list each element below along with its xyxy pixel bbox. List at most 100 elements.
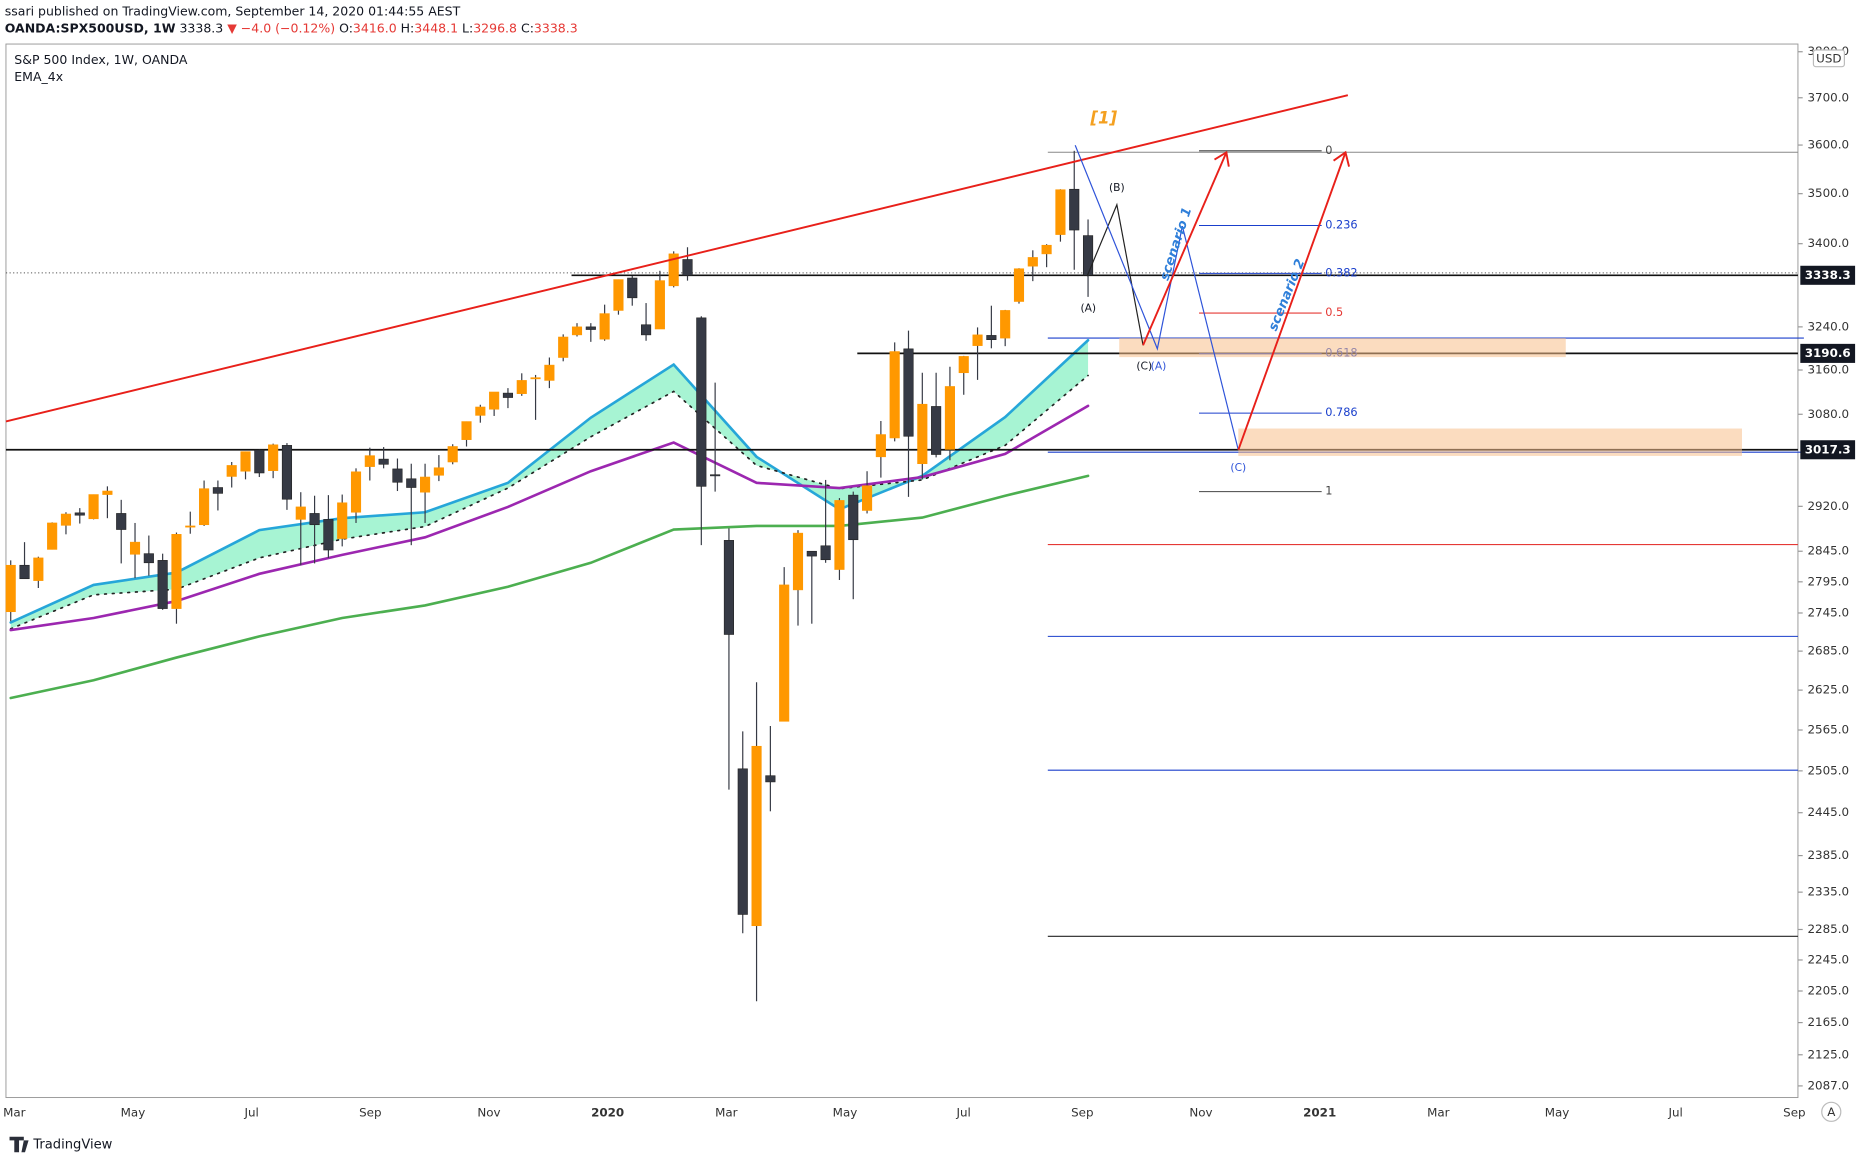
y-tick-label: 2920.0 <box>1807 499 1849 513</box>
candle-body <box>668 253 679 287</box>
y-tick-label: 2285.0 <box>1807 922 1849 936</box>
fib-label: 1 <box>1325 485 1332 498</box>
candle-body <box>779 584 790 722</box>
candle-body <box>737 768 748 915</box>
price-tag-label: 3190.6 <box>1805 346 1851 360</box>
price-tag <box>1800 265 1856 285</box>
currency-box[interactable] <box>1812 49 1845 68</box>
candle-body <box>268 444 279 471</box>
candle-body <box>88 494 99 520</box>
symbol: OANDA:SPX500USD, 1W <box>5 20 176 35</box>
candle-body <box>1082 235 1094 276</box>
candle-body <box>475 406 486 416</box>
candle-body <box>654 280 665 330</box>
candle-body <box>47 522 58 550</box>
plot: 3800.03700.03600.03500.03400.03240.03160… <box>3 44 1856 1120</box>
candle-body <box>157 560 168 609</box>
candle-body <box>571 326 583 336</box>
candle-body <box>185 525 196 528</box>
zone <box>1119 338 1566 358</box>
candle-body <box>226 465 237 477</box>
x-tick-label: Jul <box>1668 1106 1683 1120</box>
candle-body <box>903 348 914 437</box>
candle-body <box>530 377 541 380</box>
candle-body <box>240 451 251 472</box>
l-value: 3296.8 <box>473 20 517 35</box>
candle-body <box>420 476 431 493</box>
candle-body <box>74 512 85 516</box>
candle-body <box>309 513 320 526</box>
currency[interactable]: USD <box>1816 51 1841 65</box>
candle-body <box>958 356 969 374</box>
candle-body <box>696 317 707 487</box>
fib-label: 0.382 <box>1325 266 1357 279</box>
candle-body <box>129 541 141 555</box>
candle-body <box>254 449 265 474</box>
candle-body <box>848 494 859 541</box>
auto-scale-label[interactable]: A <box>1827 1105 1836 1119</box>
candle-body <box>433 467 444 476</box>
auto-scale-button[interactable] <box>1821 1101 1842 1122</box>
h-label: H: <box>401 20 415 35</box>
candle-body <box>337 502 348 539</box>
brand: TradingView <box>32 1138 112 1153</box>
c-value: 3338.3 <box>534 20 578 35</box>
candle-body <box>723 540 735 635</box>
last-price: 3338.3 <box>179 20 223 35</box>
candle-body <box>820 545 831 561</box>
y-tick-label: 2845.0 <box>1807 544 1849 558</box>
candle-body <box>19 564 30 580</box>
trend-line <box>5 94 1349 423</box>
y-tick-label: 3080.0 <box>1807 407 1849 421</box>
candle-body <box>1069 188 1080 231</box>
candle-body <box>1055 189 1066 235</box>
fib-label: 0 <box>1325 144 1332 157</box>
x-tick-label: May <box>833 1106 858 1120</box>
price-tag-label: 3017.3 <box>1805 442 1851 456</box>
x-tick-label: Nov <box>477 1106 500 1120</box>
candle-body <box>544 364 555 381</box>
arrow-head <box>1333 150 1350 167</box>
candle-body <box>834 500 845 570</box>
x-tick-label: Jul <box>955 1106 970 1120</box>
candle-body <box>875 434 886 458</box>
x-tick-label: Mar <box>3 1106 26 1120</box>
indicator-label: EMA_4x <box>14 69 63 84</box>
y-tick-label: 2745.0 <box>1807 605 1849 619</box>
candle-body <box>682 259 693 276</box>
candle-body <box>199 488 210 526</box>
x-tick-label: Jul <box>243 1106 258 1120</box>
legend-title: S&P 500 Index, 1W, OANDA <box>14 52 188 67</box>
arrow-head <box>1214 150 1230 167</box>
y-tick-label: 2445.0 <box>1807 805 1849 819</box>
y-tick-label: 3500.0 <box>1807 186 1849 200</box>
y-tick-label: 2385.0 <box>1807 848 1849 862</box>
price-tag-label: 3338.3 <box>1805 268 1851 282</box>
candle-body <box>1013 268 1025 302</box>
candle-body <box>323 519 334 551</box>
y-tick-label: 3400.0 <box>1807 236 1849 250</box>
y-tick-label: 2165.0 <box>1807 1015 1849 1029</box>
candle-body <box>502 392 514 398</box>
x-tick-label: May <box>121 1106 146 1120</box>
published-line: ssari published on TradingView.com, Sept… <box>5 3 461 18</box>
o-value: 3416.0 <box>353 20 397 35</box>
candle-body <box>889 351 900 439</box>
candle-body <box>1041 244 1052 255</box>
candle-body <box>972 334 983 346</box>
y-tick-label: 2205.0 <box>1807 984 1849 998</box>
candle-body <box>350 471 362 513</box>
candle-body <box>116 513 127 530</box>
fib-label: 0.786 <box>1325 406 1357 419</box>
symbol-line: OANDA:SPX500USD, 1W 3338.3 ▼ −4.0 (−0.12… <box>5 20 578 35</box>
candle-body <box>792 532 804 591</box>
candle-body <box>806 550 817 557</box>
wave-label: (C) <box>1230 461 1246 474</box>
x-tick-label: Sep <box>359 1106 381 1120</box>
candle-body <box>406 478 417 488</box>
y-tick-label: 2125.0 <box>1807 1047 1849 1061</box>
ema-line <box>9 474 1090 700</box>
candle-body <box>710 474 721 477</box>
candle-body <box>212 487 223 494</box>
candle-body <box>102 490 113 495</box>
